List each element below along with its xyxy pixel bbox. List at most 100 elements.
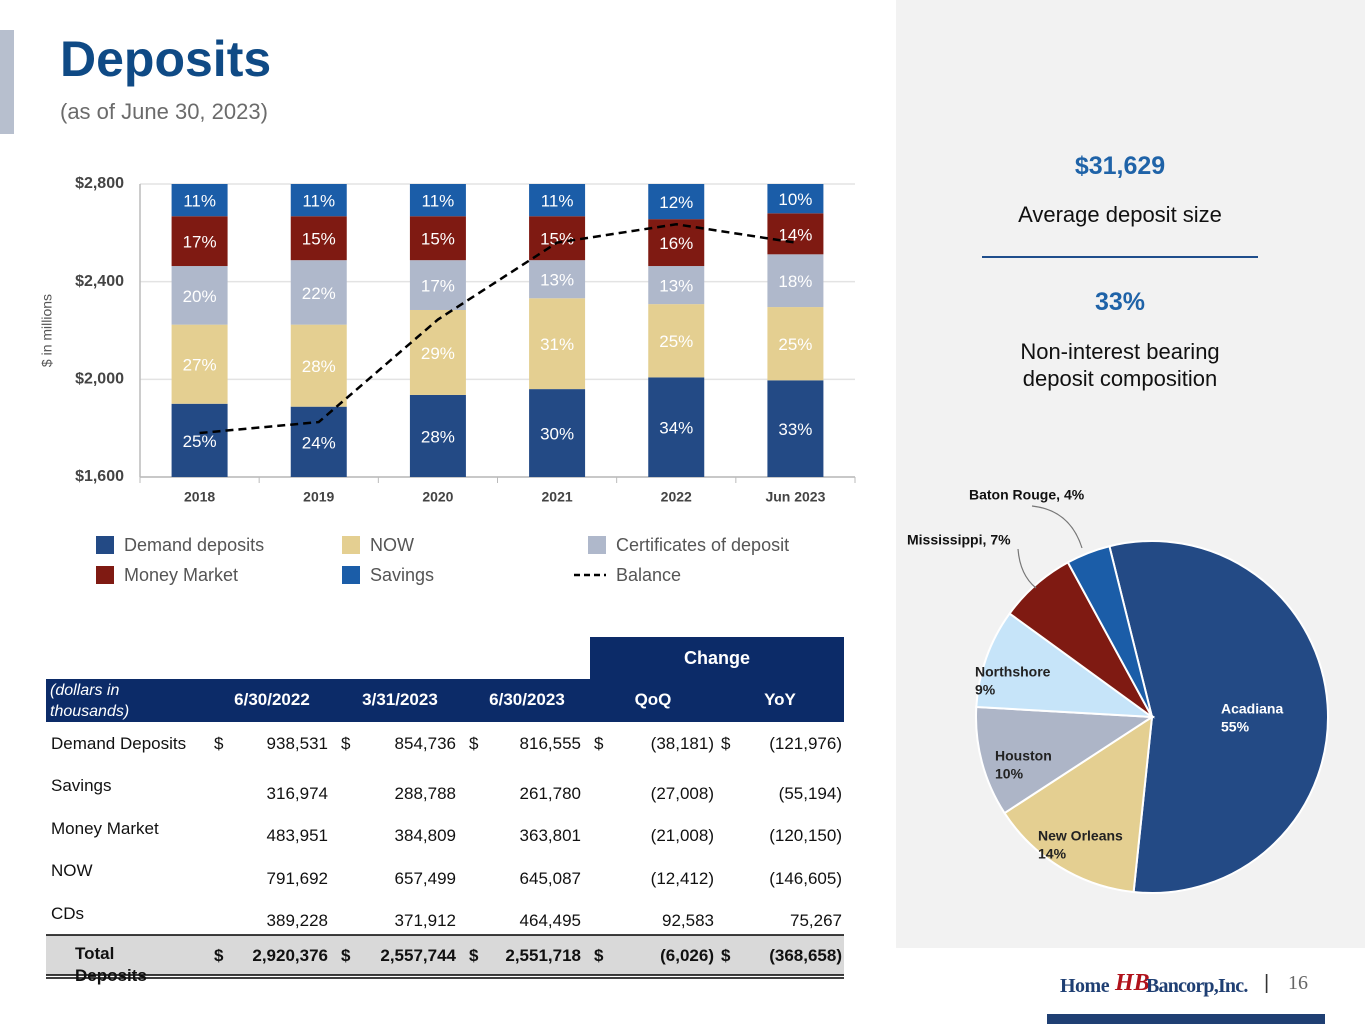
data-label: 12% xyxy=(659,193,693,212)
data-label: 13% xyxy=(659,277,693,296)
pie-label: Mississippi, xyxy=(907,532,986,548)
pie-slice xyxy=(975,612,1156,719)
table-cell: 791,692 xyxy=(266,869,328,888)
table-cell: (27,008) xyxy=(650,784,714,803)
table-cell: (38,181) xyxy=(650,734,714,753)
pie-value-label: 9% xyxy=(975,682,996,698)
table-group-header xyxy=(590,637,844,679)
data-label: 25% xyxy=(778,335,812,354)
bar-segment xyxy=(767,213,824,255)
bar-segment xyxy=(767,184,824,214)
y-tick-label: $2,800 xyxy=(75,175,124,192)
data-label: 15% xyxy=(421,230,455,249)
table-cell: 645,087 xyxy=(519,869,581,888)
legend-swatch xyxy=(342,566,360,584)
table-currency: $ xyxy=(594,734,604,753)
x-tick-label: 2022 xyxy=(661,489,692,505)
stat-value: 33% xyxy=(1094,288,1146,316)
table-cell: (368,658) xyxy=(769,946,842,965)
table-column-header: (dollars in thousands) xyxy=(50,682,130,720)
bar-segment xyxy=(171,216,228,267)
bar-segment xyxy=(171,403,228,477)
table-cell: 92,583 xyxy=(662,911,714,930)
table-cell: 371,912 xyxy=(394,911,456,930)
data-label: 25% xyxy=(659,332,693,351)
legend-swatch xyxy=(96,536,114,554)
table-cell: (120,150) xyxy=(769,826,842,845)
page-number: 16 xyxy=(1288,972,1308,994)
table-column-header: 3/31/2023 xyxy=(362,690,438,709)
data-label: 33% xyxy=(778,420,812,439)
pie-label: New Orleans xyxy=(1038,828,1123,844)
bar-segment xyxy=(767,380,824,477)
x-tick-label: 2019 xyxy=(303,489,334,505)
x-tick-label: 2018 xyxy=(184,489,215,505)
data-label: 20% xyxy=(183,287,217,306)
data-label: 28% xyxy=(302,357,336,376)
table-total-bg xyxy=(46,935,844,975)
table-cell: 657,499 xyxy=(394,869,456,888)
table-row-label: NOW xyxy=(51,861,93,880)
table-currency: $ xyxy=(721,946,731,965)
table-row-label: Money Market xyxy=(51,819,159,838)
bar-segment xyxy=(409,260,466,310)
data-label: 11% xyxy=(302,192,335,211)
table-cell: (12,412) xyxy=(650,869,714,888)
title: Deposits xyxy=(60,31,272,87)
bar-segment xyxy=(648,377,705,477)
table-row-label: Demand Deposits xyxy=(51,734,187,753)
table-currency: $ xyxy=(594,946,604,965)
table-cell: 363,801 xyxy=(519,826,581,845)
table-currency: $ xyxy=(341,946,351,965)
data-label: 11% xyxy=(422,192,455,211)
logo-text: Home xyxy=(1060,975,1110,997)
legend-label: NOW xyxy=(370,535,414,555)
data-label: 18% xyxy=(778,272,812,291)
y-axis-label: $ in millions xyxy=(39,294,55,367)
x-tick-label: Jun 2023 xyxy=(765,489,825,505)
table-currency: $ xyxy=(341,734,351,753)
table-cell: 854,736 xyxy=(394,734,456,753)
bar-segment xyxy=(648,304,705,378)
table-cell: 2,557,744 xyxy=(380,946,456,965)
legend-label: Balance xyxy=(616,565,681,585)
bar-segment xyxy=(171,266,228,325)
bar-segment xyxy=(171,324,228,404)
bar-segment xyxy=(290,216,347,261)
data-label: 25% xyxy=(183,432,217,451)
table-cell: 483,951 xyxy=(266,826,328,845)
table-currency: $ xyxy=(469,734,479,753)
table-cell: (146,605) xyxy=(769,869,842,888)
bar-segment xyxy=(290,324,347,407)
table-group-header-text: Change xyxy=(683,648,750,668)
bar-segment xyxy=(648,184,705,220)
table-cell: 2,551,718 xyxy=(505,946,581,965)
legend-label: Demand deposits xyxy=(124,535,264,555)
y-tick-label: $1,600 xyxy=(75,468,124,485)
leader-line xyxy=(1031,505,1083,549)
data-label: 29% xyxy=(421,344,455,363)
table-cell: 464,495 xyxy=(519,911,581,930)
legend-swatch xyxy=(96,566,114,584)
bar-segment xyxy=(409,309,466,395)
data-label: 11% xyxy=(183,192,216,211)
pie-slice xyxy=(975,705,1156,815)
x-tick-label: 2020 xyxy=(422,489,453,505)
table-column-header: 6/30/2022 xyxy=(234,690,310,709)
leader-line xyxy=(1017,548,1037,589)
pie-label: Houston xyxy=(995,748,1052,764)
data-label: 11% xyxy=(541,192,574,211)
table-currency: $ xyxy=(721,734,731,753)
logo-text: Bancorp,Inc. xyxy=(1146,975,1248,997)
table-row-label: CDs xyxy=(51,904,85,923)
bar-segment xyxy=(529,260,586,299)
table-currency: $ xyxy=(214,734,224,753)
bar-segment xyxy=(529,389,586,477)
pie-value-label: 55% xyxy=(1221,719,1250,735)
table-cell: 816,555 xyxy=(519,734,581,753)
legend-label: Savings xyxy=(370,565,434,585)
data-label: 30% xyxy=(540,425,574,444)
legend-label: Certificates of deposit xyxy=(616,535,789,555)
data-label: 16% xyxy=(659,234,693,253)
subtitle: (as of June 30, 2023) xyxy=(60,99,268,124)
